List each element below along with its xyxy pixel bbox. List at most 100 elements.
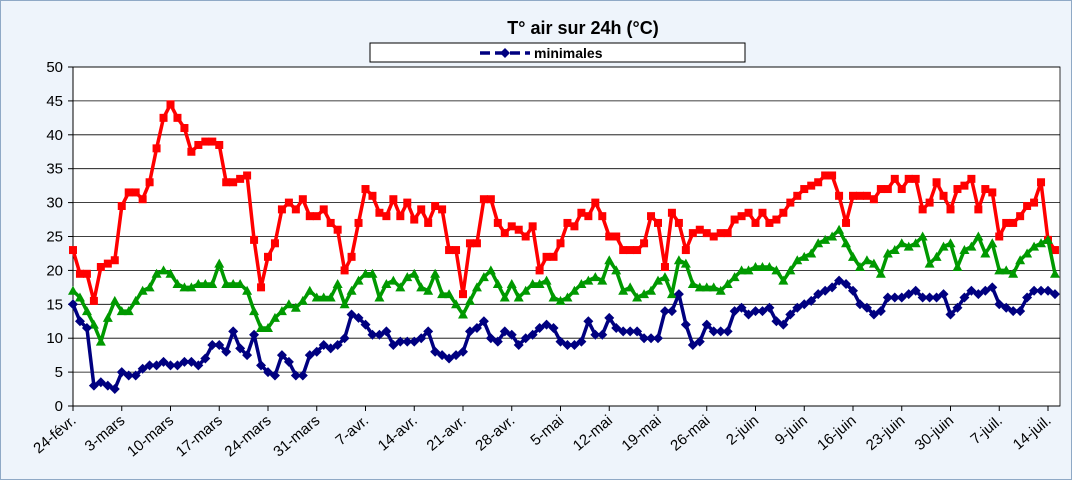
marker	[967, 174, 976, 183]
marker	[1015, 255, 1026, 265]
marker	[492, 278, 503, 288]
marker	[130, 295, 141, 305]
marker	[207, 339, 218, 350]
marker	[911, 174, 920, 183]
marker	[95, 336, 106, 346]
marker	[633, 246, 642, 255]
marker	[193, 360, 204, 371]
marker	[952, 262, 963, 272]
marker	[701, 319, 712, 330]
marker	[917, 231, 928, 241]
marker	[715, 285, 726, 295]
marker	[612, 232, 621, 241]
y-tick-label: 20	[46, 262, 63, 279]
marker	[159, 113, 168, 122]
y-tick-label: 25	[46, 229, 63, 246]
marker	[987, 282, 998, 293]
marker	[876, 185, 885, 194]
marker	[116, 306, 127, 316]
marker	[325, 343, 336, 354]
marker	[639, 289, 650, 299]
marker	[646, 333, 657, 344]
marker	[994, 265, 1005, 275]
marker	[416, 282, 427, 292]
marker	[597, 329, 608, 340]
marker	[235, 278, 246, 288]
marker	[1001, 302, 1012, 313]
marker	[800, 185, 809, 194]
marker	[367, 329, 378, 340]
marker	[353, 312, 364, 323]
marker	[180, 124, 189, 133]
marker	[123, 370, 134, 381]
marker	[632, 292, 643, 302]
marker	[215, 140, 224, 149]
marker	[68, 285, 78, 295]
marker	[737, 212, 746, 221]
marker	[318, 339, 329, 350]
marker	[276, 306, 287, 316]
marker	[681, 246, 690, 255]
marker	[1029, 241, 1040, 251]
marker	[431, 201, 440, 210]
marker	[438, 205, 447, 214]
marker	[395, 282, 406, 292]
marker	[528, 222, 537, 231]
marker	[618, 285, 629, 295]
marker	[743, 265, 754, 275]
marker	[723, 229, 732, 238]
marker	[583, 275, 594, 285]
y-tick-label: 45	[46, 93, 63, 110]
marker	[124, 188, 133, 197]
marker	[680, 258, 691, 268]
marker	[910, 285, 921, 296]
y-tick-label: 10	[46, 330, 63, 347]
marker	[158, 265, 169, 275]
marker	[764, 302, 775, 313]
marker	[82, 269, 91, 278]
marker	[437, 289, 448, 299]
marker	[938, 289, 949, 300]
marker	[868, 309, 879, 320]
marker	[333, 225, 342, 234]
marker	[423, 285, 434, 295]
marker	[890, 174, 899, 183]
marker	[751, 218, 760, 227]
marker	[110, 256, 119, 265]
marker	[820, 285, 831, 296]
marker	[179, 356, 190, 367]
marker	[953, 185, 962, 194]
marker	[640, 239, 649, 248]
marker	[409, 268, 420, 278]
marker	[834, 275, 845, 286]
marker	[89, 296, 98, 305]
marker	[297, 295, 308, 305]
marker	[186, 282, 197, 292]
marker	[506, 329, 517, 340]
marker	[346, 285, 357, 295]
marker	[402, 272, 413, 282]
marker	[430, 268, 441, 278]
marker	[576, 336, 587, 347]
marker	[339, 333, 350, 344]
marker	[353, 275, 364, 285]
marker	[687, 339, 698, 350]
y-tick-label: 5	[55, 364, 63, 381]
marker	[945, 309, 956, 320]
marker	[221, 346, 232, 357]
marker	[221, 278, 232, 288]
marker	[478, 316, 489, 327]
marker	[903, 241, 914, 251]
marker	[835, 191, 844, 200]
marker	[722, 278, 733, 288]
marker	[382, 212, 391, 221]
marker	[471, 282, 482, 292]
marker	[842, 218, 851, 227]
marker	[472, 239, 481, 248]
marker	[277, 205, 286, 214]
marker	[729, 306, 740, 317]
marker	[771, 316, 782, 327]
marker	[458, 346, 468, 357]
marker	[659, 306, 670, 317]
